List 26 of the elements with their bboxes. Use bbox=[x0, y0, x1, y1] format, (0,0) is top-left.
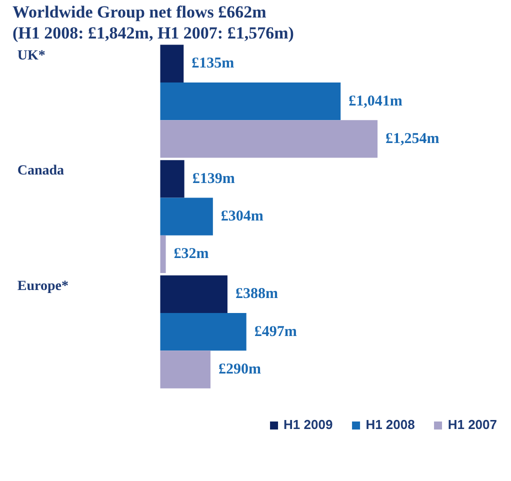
y-tick-label: UK* bbox=[17, 48, 46, 64]
y-tick-label: Canada bbox=[17, 164, 64, 179]
bar bbox=[160, 120, 378, 158]
chart-title: Worldwide Group net flows £662m bbox=[12, 2, 266, 22]
data-label: £497m bbox=[254, 324, 298, 340]
bar bbox=[160, 198, 213, 236]
bar bbox=[160, 82, 341, 120]
data-label: £290m bbox=[218, 361, 262, 378]
bar bbox=[160, 350, 210, 388]
data-label: £304m bbox=[220, 208, 264, 225]
bar bbox=[160, 313, 246, 351]
legend-label: H1 2008 bbox=[366, 417, 415, 432]
chart-subtitle: (H1 2008: £1,842m, H1 2007: £1,576m) bbox=[12, 24, 294, 42]
bar bbox=[160, 160, 184, 198]
legend-label: H1 2009 bbox=[284, 417, 333, 432]
data-label: £388m bbox=[235, 286, 278, 302]
data-label: £32m bbox=[174, 246, 210, 262]
bar bbox=[160, 44, 184, 82]
legend-label: H1 2007 bbox=[448, 417, 497, 432]
data-label: £1,254m bbox=[386, 130, 440, 147]
data-label: £139m bbox=[192, 170, 236, 187]
data-label: £135m bbox=[192, 56, 235, 72]
bar bbox=[160, 275, 228, 314]
bar bbox=[160, 235, 166, 274]
y-tick-label: Europe* bbox=[17, 278, 68, 294]
data-label: £1,041m bbox=[348, 93, 403, 110]
